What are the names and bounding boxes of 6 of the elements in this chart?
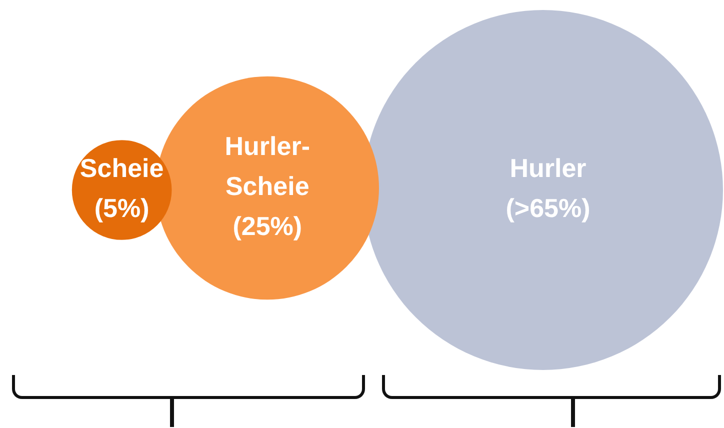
category-label: Hurler bbox=[510, 153, 586, 184]
category-label: Hurler-Scheie bbox=[224, 131, 310, 202]
data-label: (25%) bbox=[232, 211, 302, 242]
data-label: (5%) bbox=[94, 193, 150, 224]
category-label: Scheie bbox=[80, 153, 164, 184]
data-label: (>65%) bbox=[506, 193, 590, 224]
